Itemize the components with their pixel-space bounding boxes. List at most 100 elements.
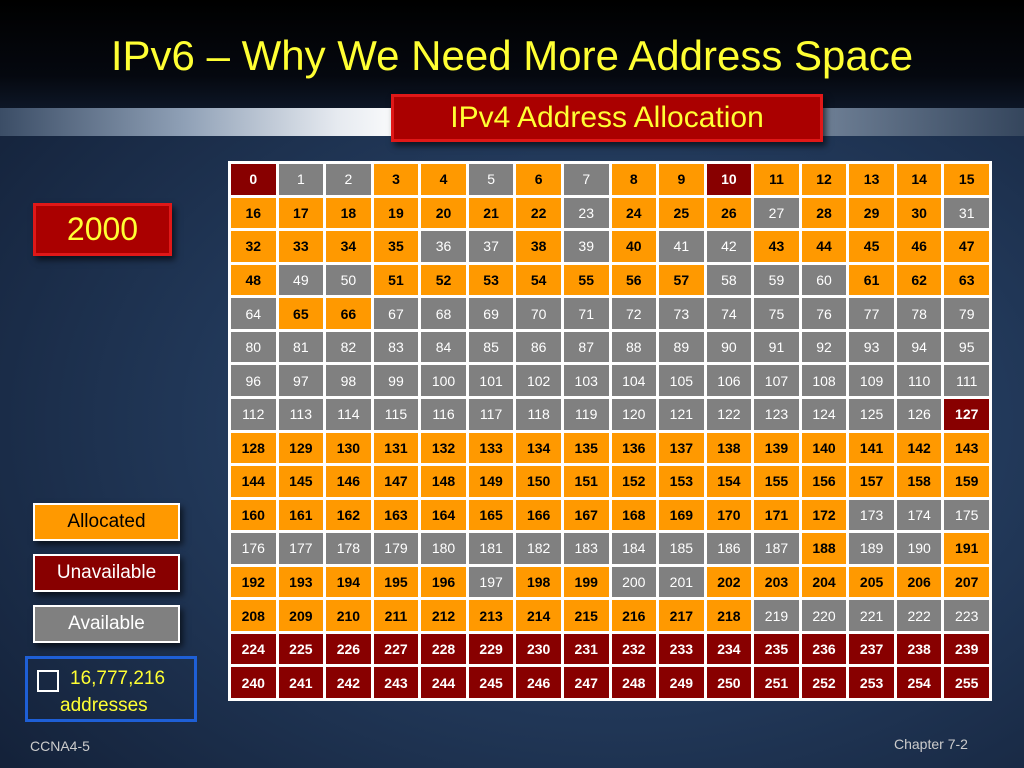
address-block-18: 18 xyxy=(326,197,371,229)
address-block-183: 183 xyxy=(563,533,609,564)
address-block-85: 85 xyxy=(468,331,514,363)
address-block-79: 79 xyxy=(944,298,989,329)
address-block-186: 186 xyxy=(706,533,752,564)
address-block-236: 236 xyxy=(801,633,847,665)
address-block-206: 206 xyxy=(896,566,942,598)
address-block-166: 166 xyxy=(516,499,561,531)
address-block-168: 168 xyxy=(611,499,657,531)
address-block-3: 3 xyxy=(373,164,419,195)
address-block-98: 98 xyxy=(326,365,371,396)
address-block-101: 101 xyxy=(468,365,514,396)
address-block-234: 234 xyxy=(706,633,752,665)
address-block-180: 180 xyxy=(421,533,466,564)
address-block-64: 64 xyxy=(231,298,276,329)
address-block-210: 210 xyxy=(326,600,371,631)
address-block-239: 239 xyxy=(944,633,989,665)
address-block-111: 111 xyxy=(944,365,989,396)
address-block-235: 235 xyxy=(754,633,799,665)
address-block-205: 205 xyxy=(849,566,894,598)
address-block-194: 194 xyxy=(326,566,371,598)
address-block-226: 226 xyxy=(326,633,371,665)
address-block-136: 136 xyxy=(611,432,657,464)
address-block-165: 165 xyxy=(468,499,514,531)
address-block-196: 196 xyxy=(421,566,466,598)
address-block-97: 97 xyxy=(278,365,324,396)
address-block-83: 83 xyxy=(373,331,419,363)
address-block-35: 35 xyxy=(373,231,419,262)
address-block-40: 40 xyxy=(611,231,657,262)
address-block-52: 52 xyxy=(421,264,466,296)
address-block-128: 128 xyxy=(231,432,276,464)
address-block-73: 73 xyxy=(659,298,704,329)
address-block-93: 93 xyxy=(849,331,894,363)
address-block-170: 170 xyxy=(706,499,752,531)
address-block-141: 141 xyxy=(849,432,894,464)
address-block-19: 19 xyxy=(373,197,419,229)
address-block-74: 74 xyxy=(706,298,752,329)
address-block-27: 27 xyxy=(754,197,799,229)
address-grid: 0 1 2 3 4 5 6 7 8 9 10 11 12 13 14 15 16 17 18 19 20 21 22 23 24… xyxy=(228,161,992,701)
address-block-224: 224 xyxy=(231,633,276,665)
address-block-13: 13 xyxy=(849,164,894,195)
address-block-20: 20 xyxy=(421,197,466,229)
address-block-176: 176 xyxy=(231,533,276,564)
address-block-227: 227 xyxy=(373,633,419,665)
address-block-209: 209 xyxy=(278,600,324,631)
address-block-24: 24 xyxy=(611,197,657,229)
address-block-129: 129 xyxy=(278,432,324,464)
year-badge: 2000 xyxy=(33,203,172,256)
address-block-56: 56 xyxy=(611,264,657,296)
address-block-86: 86 xyxy=(516,331,561,363)
address-block-15: 15 xyxy=(944,164,989,195)
address-block-203: 203 xyxy=(754,566,799,598)
address-block-153: 153 xyxy=(659,466,704,497)
address-block-6: 6 xyxy=(516,164,561,195)
address-block-84: 84 xyxy=(421,331,466,363)
legend-available: Available xyxy=(33,605,180,643)
address-block-169: 169 xyxy=(659,499,704,531)
address-block-251: 251 xyxy=(754,667,799,698)
address-block-198: 198 xyxy=(516,566,561,598)
address-block-146: 146 xyxy=(326,466,371,497)
block-square-icon xyxy=(37,670,59,692)
address-block-218: 218 xyxy=(706,600,752,631)
address-block-110: 110 xyxy=(896,365,942,396)
address-block-16: 16 xyxy=(231,197,276,229)
address-block-5: 5 xyxy=(468,164,514,195)
address-block-48: 48 xyxy=(231,264,276,296)
address-block-21: 21 xyxy=(468,197,514,229)
address-block-1: 1 xyxy=(278,164,324,195)
address-block-181: 181 xyxy=(468,533,514,564)
subtitle-box: IPv4 Address Allocation xyxy=(391,94,823,142)
address-count-box: 16,777,216 addresses xyxy=(25,656,197,722)
address-block-225: 225 xyxy=(278,633,324,665)
address-block-69: 69 xyxy=(468,298,514,329)
address-block-103: 103 xyxy=(563,365,609,396)
address-block-38: 38 xyxy=(516,231,561,262)
address-block-51: 51 xyxy=(373,264,419,296)
address-block-37: 37 xyxy=(468,231,514,262)
address-block-76: 76 xyxy=(801,298,847,329)
address-block-75: 75 xyxy=(754,298,799,329)
address-block-145: 145 xyxy=(278,466,324,497)
address-block-59: 59 xyxy=(754,264,799,296)
address-block-250: 250 xyxy=(706,667,752,698)
address-count: 16,777,216 xyxy=(70,668,166,689)
address-block-7: 7 xyxy=(563,164,609,195)
address-block-36: 36 xyxy=(421,231,466,262)
address-block-152: 152 xyxy=(611,466,657,497)
address-block-17: 17 xyxy=(278,197,324,229)
address-block-39: 39 xyxy=(563,231,609,262)
address-block-126: 126 xyxy=(896,398,942,430)
address-block-57: 57 xyxy=(659,264,704,296)
address-block-249: 249 xyxy=(659,667,704,698)
address-block-78: 78 xyxy=(896,298,942,329)
address-block-232: 232 xyxy=(611,633,657,665)
address-block-112: 112 xyxy=(231,398,276,430)
address-block-149: 149 xyxy=(468,466,514,497)
address-block-247: 247 xyxy=(563,667,609,698)
address-block-89: 89 xyxy=(659,331,704,363)
address-block-137: 137 xyxy=(659,432,704,464)
footer-course: CCNA4-5 xyxy=(30,738,90,754)
address-block-246: 246 xyxy=(516,667,561,698)
